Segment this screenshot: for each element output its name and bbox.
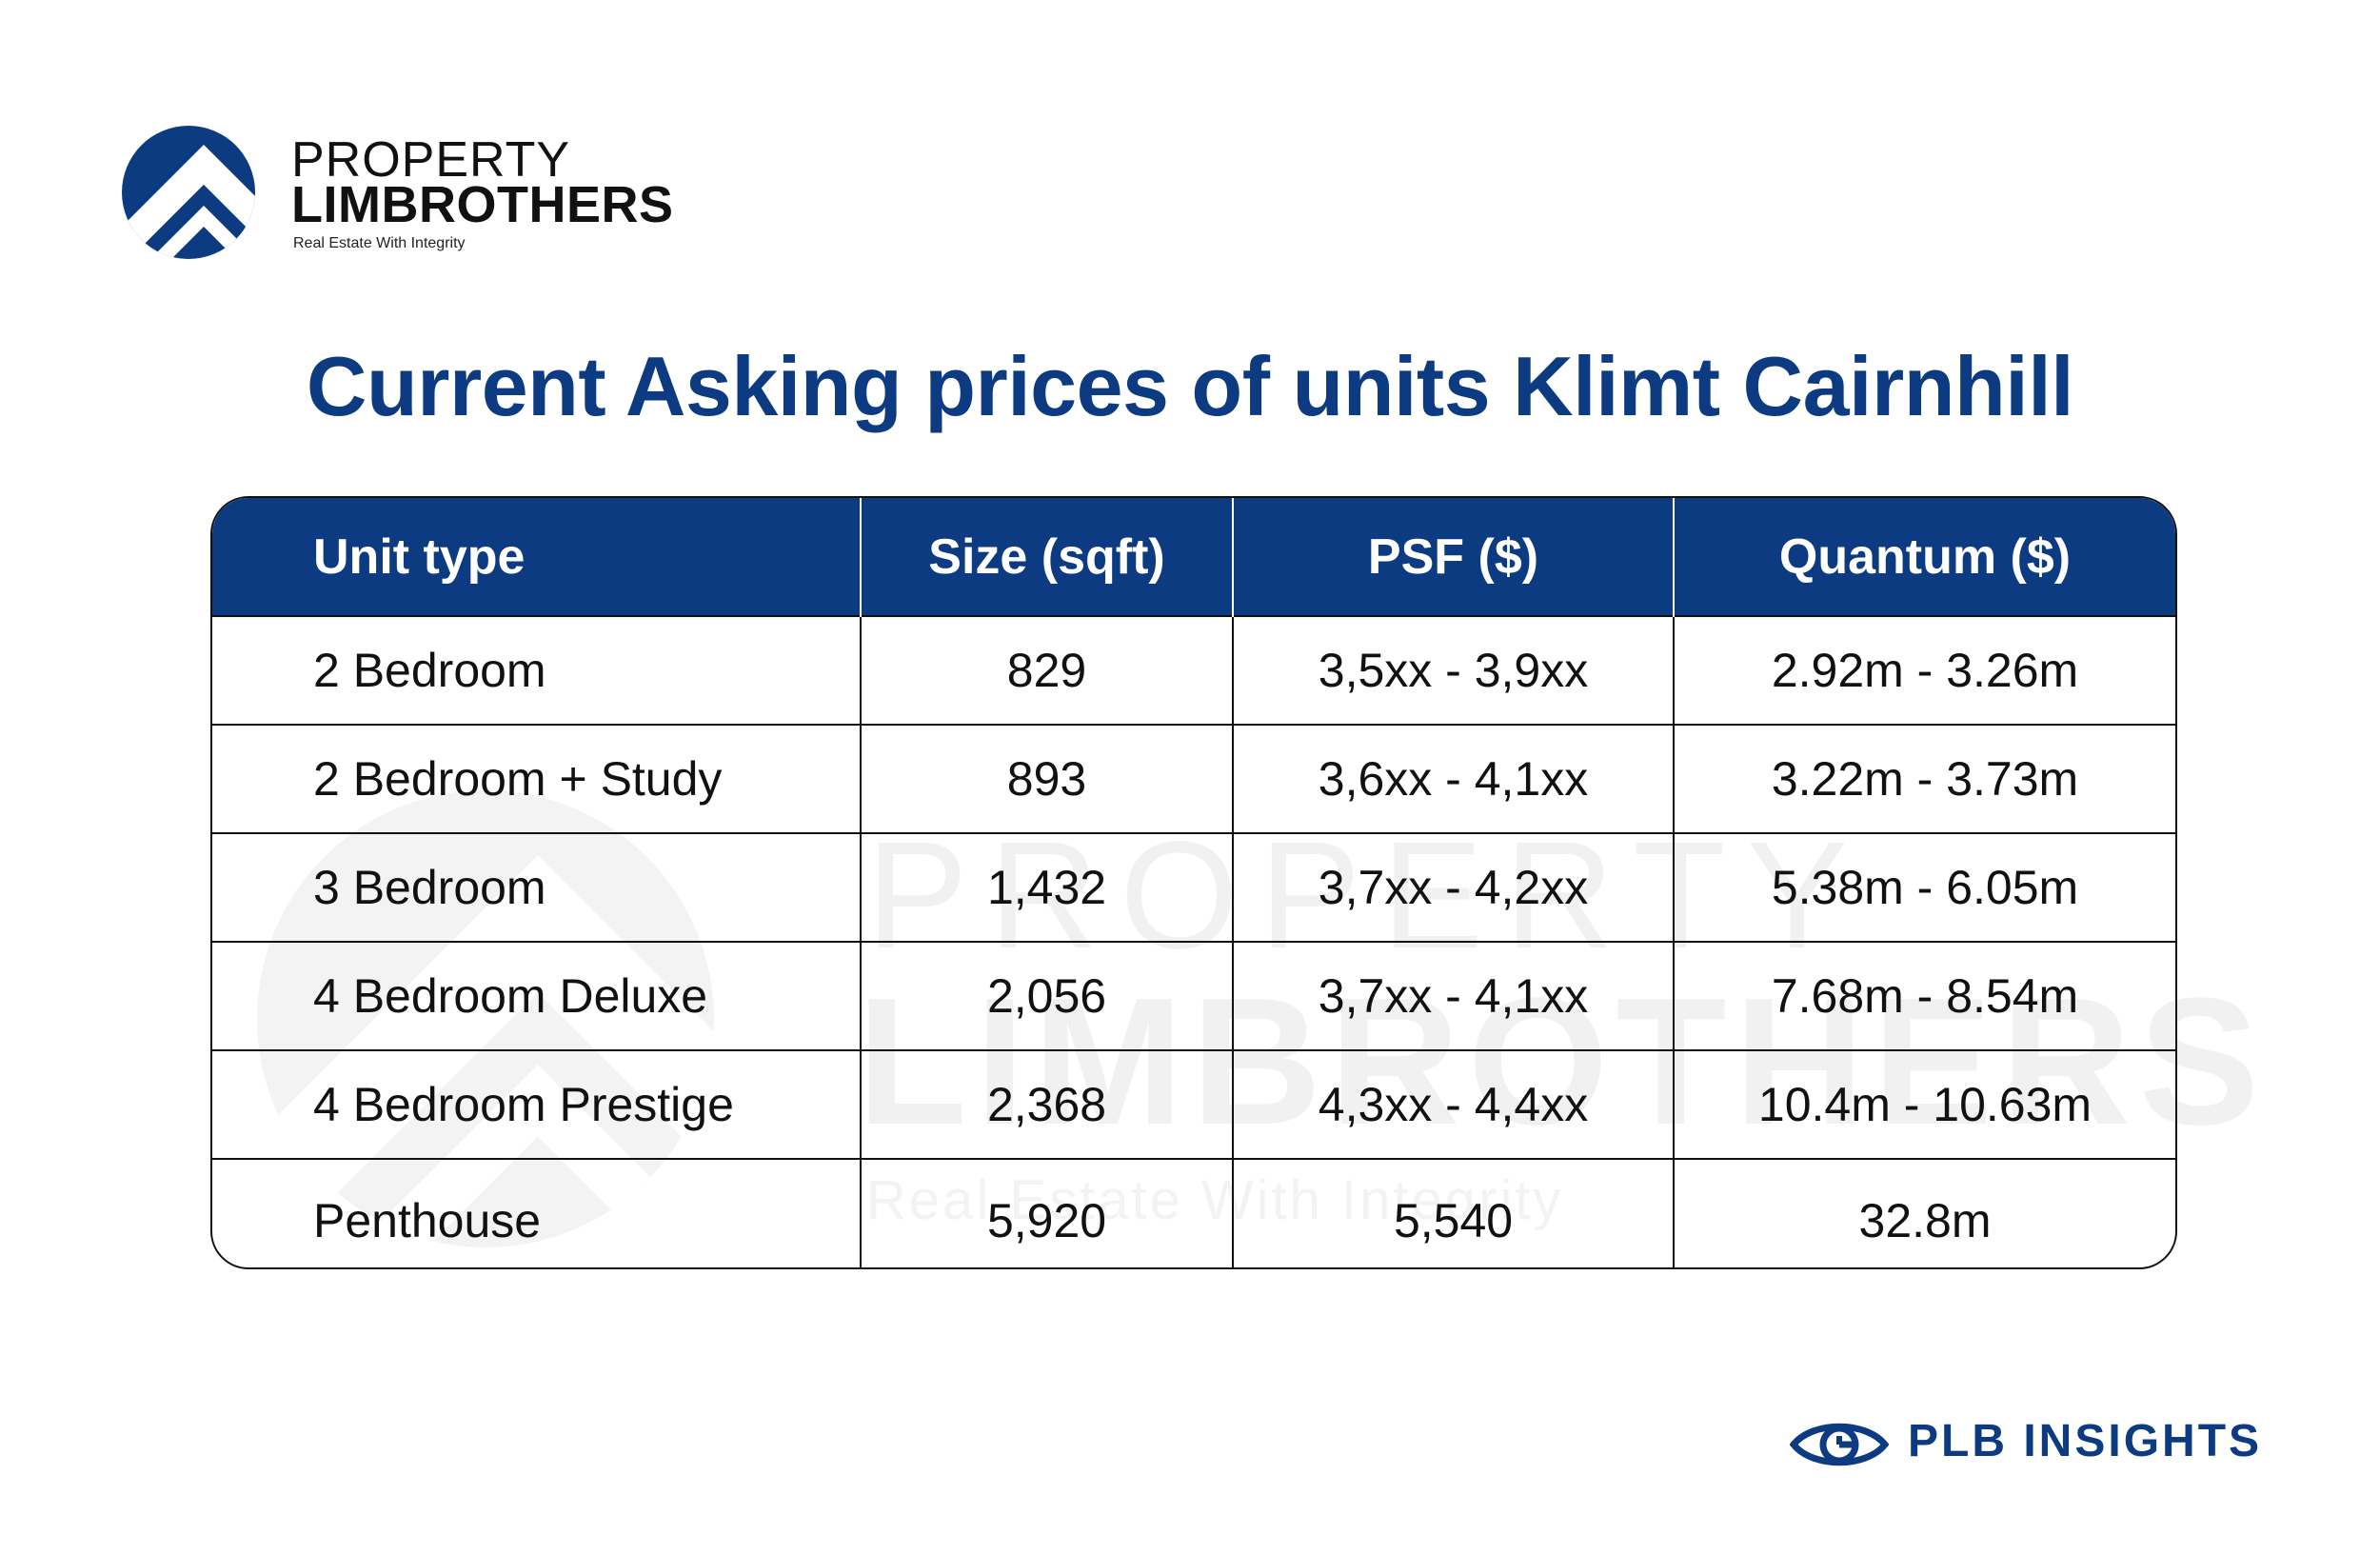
cell-psf: 4,3xx - 4,4xx (1233, 1049, 1675, 1159)
cell-unit-type: 3 Bedroom (212, 832, 862, 942)
cell-quantum: 3.22m - 3.73m (1674, 724, 2175, 833)
plb-insights-badge: PLB INSIGHTS (1790, 1411, 2285, 1478)
brand-line-2: LIMBROTHERS (291, 176, 674, 233)
header-size: Size (sqft) (861, 498, 1234, 616)
cell-unit-type: 4 Bedroom Prestige (212, 1049, 862, 1159)
cell-quantum: 32.8m (1674, 1158, 2175, 1267)
table-row: 2 Bedroom + Study 893 3,6xx - 4,1xx 3.22… (212, 724, 2175, 833)
price-table: Unit type Size (sqft) PSF ($) Quantum ($… (210, 496, 2177, 1269)
cell-size: 829 (861, 615, 1234, 725)
cell-size: 1,432 (861, 832, 1234, 942)
header-unit-type: Unit type (212, 498, 862, 616)
cell-unit-type: Penthouse (212, 1158, 862, 1267)
cell-quantum: 5.38m - 6.05m (1674, 832, 2175, 942)
page-title: Current Asking prices of units Klimt Cai… (306, 339, 2074, 433)
cell-psf: 5,540 (1233, 1158, 1675, 1267)
plb-insights-label: PLB INSIGHTS (1908, 1416, 2263, 1466)
eye-icon (1790, 1423, 1889, 1466)
cell-unit-type: 4 Bedroom Deluxe (212, 941, 862, 1050)
table-row: 2 Bedroom 829 3,5xx - 3,9xx 2.92m - 3.26… (212, 615, 2175, 725)
cell-quantum: 10.4m - 10.63m (1674, 1049, 2175, 1159)
cell-size: 2,056 (861, 941, 1234, 1050)
table-header-row: Unit type Size (sqft) PSF ($) Quantum ($… (212, 498, 2175, 616)
header-psf: PSF ($) (1233, 498, 1675, 616)
cell-psf: 3,7xx - 4,1xx (1233, 941, 1675, 1050)
house-roof-circle-logo-icon (122, 126, 255, 259)
cell-quantum: 2.92m - 3.26m (1674, 615, 2175, 725)
cell-psf: 3,5xx - 3,9xx (1233, 615, 1675, 725)
cell-unit-type: 2 Bedroom + Study (212, 724, 862, 833)
cell-size: 893 (861, 724, 1234, 833)
cell-psf: 3,7xx - 4,2xx (1233, 832, 1675, 942)
brand-tagline: Real Estate With Integrity (293, 235, 466, 251)
cell-psf: 3,6xx - 4,1xx (1233, 724, 1675, 833)
cell-size: 2,368 (861, 1049, 1234, 1159)
table-row: 4 Bedroom Deluxe 2,056 3,7xx - 4,1xx 7.6… (212, 941, 2175, 1050)
brand-line-1: PROPERTY (291, 132, 571, 188)
brand-logo: PROPERTY LIMBROTHERS Real Estate With In… (122, 126, 693, 269)
table-row: 4 Bedroom Prestige 2,368 4,3xx - 4,4xx 1… (212, 1049, 2175, 1159)
table-row: 3 Bedroom 1,432 3,7xx - 4,2xx 5.38m - 6.… (212, 832, 2175, 942)
cell-quantum: 7.68m - 8.54m (1674, 941, 2175, 1050)
cell-size: 5,920 (861, 1158, 1234, 1267)
header-quantum: Quantum ($) (1778, 528, 2072, 585)
table-row: Penthouse 5,920 5,540 32.8m (212, 1158, 2175, 1267)
cell-unit-type: 2 Bedroom (212, 615, 862, 725)
